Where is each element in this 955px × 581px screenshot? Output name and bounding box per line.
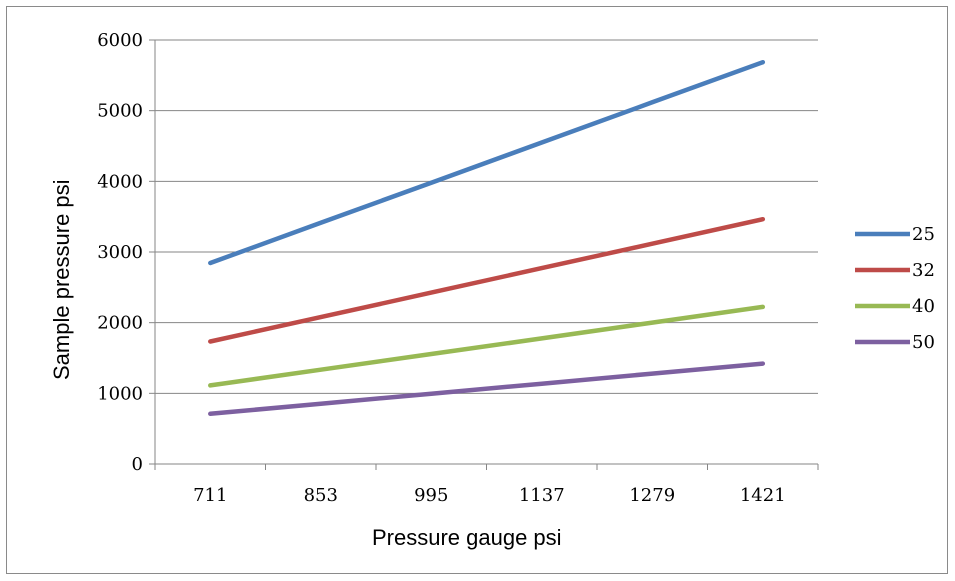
axes: [149, 39, 819, 470]
y-tick-label: 2000: [97, 313, 143, 334]
y-tick-label: 1000: [97, 383, 143, 404]
series-lines: [208, 59, 766, 417]
series-line-25: [208, 59, 766, 266]
y-tick-label: 5000: [97, 101, 143, 122]
gridlines: [155, 39, 818, 394]
x-tick-label: 711: [193, 485, 227, 506]
y-tick-labels: 0 1000 2000 3000 4000 5000 6000: [97, 30, 143, 475]
y-axis-title: Sample pressure psi: [49, 179, 74, 380]
chart-frame: [6, 6, 948, 574]
x-axis-title: Pressure gauge psi: [372, 525, 562, 550]
legend: 25 32 40 50: [855, 224, 935, 353]
legend-label: 25: [912, 224, 935, 245]
x-tick-label: 995: [414, 485, 448, 506]
y-tick-label: 0: [132, 454, 143, 475]
x-tick-label: 1421: [740, 485, 786, 506]
legend-label: 50: [912, 332, 935, 353]
x-tick-label: 1137: [519, 485, 565, 506]
legend-label: 32: [912, 260, 935, 281]
series-line-40: [208, 304, 766, 388]
y-tick-label: 3000: [97, 242, 143, 263]
y-tick-label: 6000: [97, 30, 143, 51]
x-tick-label: 1279: [629, 485, 675, 506]
x-tick-labels: 711 853 995 1137 1279 1421: [193, 485, 786, 506]
series-line-32: [208, 216, 766, 344]
y-tick-label: 4000: [97, 171, 143, 192]
series-line-50: [208, 361, 766, 417]
legend-label: 40: [912, 296, 935, 317]
x-tick-label: 853: [304, 485, 338, 506]
